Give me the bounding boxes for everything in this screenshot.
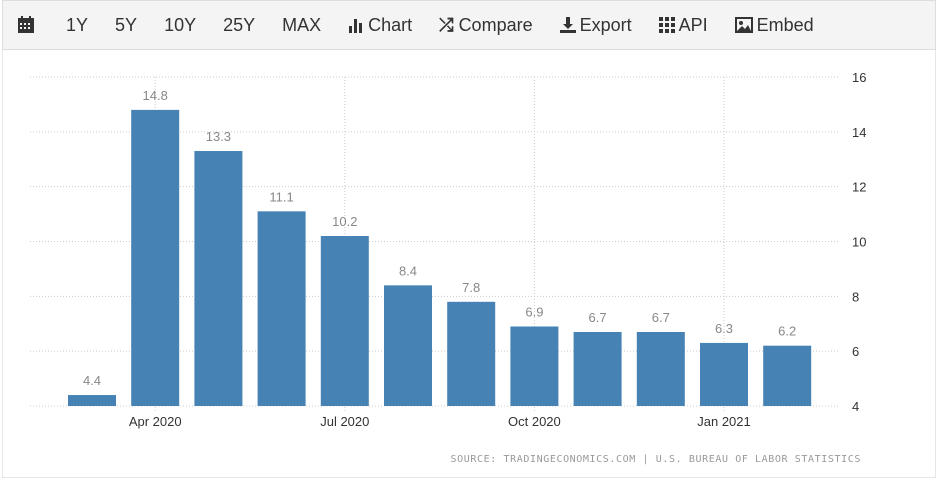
y-tick-label: 6 bbox=[852, 344, 859, 359]
data-label: 8.4 bbox=[399, 263, 417, 278]
export-button[interactable]: Export bbox=[559, 14, 632, 36]
y-tick-label: 8 bbox=[852, 289, 859, 304]
data-label: 4.4 bbox=[83, 373, 101, 388]
bar bbox=[68, 395, 116, 406]
x-tick-label: Jan 2021 bbox=[697, 414, 751, 429]
bar bbox=[636, 331, 685, 406]
calendar-icon bbox=[18, 16, 34, 33]
bar bbox=[194, 151, 243, 406]
image-icon bbox=[734, 17, 753, 33]
bar bbox=[257, 211, 306, 406]
data-label: 13.3 bbox=[206, 129, 231, 144]
bar bbox=[447, 301, 496, 406]
compare-button[interactable]: ⤮ Compare bbox=[439, 15, 532, 36]
data-label: 6.2 bbox=[778, 324, 796, 339]
y-tick-label: 4 bbox=[852, 399, 859, 414]
export-label: Export bbox=[579, 14, 632, 35]
calendar-button[interactable] bbox=[17, 16, 39, 34]
bar bbox=[700, 342, 748, 406]
x-tick-label: Oct 2020 bbox=[508, 414, 561, 429]
bar bbox=[384, 285, 432, 406]
data-label: 6.7 bbox=[589, 310, 607, 325]
x-tick-label: Apr 2020 bbox=[129, 414, 182, 429]
data-label: 14.8 bbox=[143, 88, 168, 103]
data-label: 11.1 bbox=[269, 189, 293, 204]
data-label: 6.7 bbox=[652, 310, 670, 325]
y-tick-label: 10 bbox=[852, 235, 866, 250]
compare-label: Compare bbox=[458, 14, 533, 35]
range-10y-button[interactable]: 10Y bbox=[164, 14, 197, 35]
chart-label: Chart bbox=[368, 14, 413, 35]
grid-icon bbox=[658, 17, 675, 33]
toolbar: 1Y 5Y 10Y 25Y MAX Chart ⤮ Compare Export … bbox=[2, 0, 936, 50]
data-label: 7.8 bbox=[462, 280, 480, 295]
source-text: SOURCE: TRADINGECONOMICS.COM | U.S. BURE… bbox=[451, 454, 861, 465]
x-tick-label: Jul 2020 bbox=[320, 414, 369, 429]
data-label: 6.9 bbox=[525, 304, 543, 319]
chart-panel bbox=[2, 50, 936, 478]
y-tick-label: 16 bbox=[852, 70, 866, 85]
bar bbox=[320, 236, 369, 406]
range-1y-button[interactable]: 1Y bbox=[66, 14, 89, 35]
chart-button[interactable]: Chart bbox=[348, 15, 412, 36]
y-tick-label: 12 bbox=[852, 180, 866, 195]
bar bbox=[131, 109, 180, 407]
range-25y-button[interactable]: 25Y bbox=[223, 14, 256, 35]
data-label: 6.3 bbox=[715, 321, 733, 336]
range-5y-button[interactable]: 5Y bbox=[115, 14, 138, 35]
bar bbox=[573, 331, 622, 406]
embed-button[interactable]: Embed bbox=[734, 14, 814, 36]
download-icon bbox=[559, 17, 576, 33]
bar-chart-icon bbox=[349, 19, 363, 33]
y-tick-label: 14 bbox=[852, 125, 866, 140]
bar bbox=[763, 345, 812, 406]
shuffle-icon: ⤮ bbox=[439, 14, 454, 35]
data-label: 10.2 bbox=[332, 214, 357, 229]
range-max-button[interactable]: MAX bbox=[282, 14, 322, 35]
bar bbox=[510, 326, 559, 406]
embed-label: Embed bbox=[756, 14, 814, 35]
api-button[interactable]: API bbox=[658, 14, 708, 36]
api-label: API bbox=[678, 14, 708, 35]
